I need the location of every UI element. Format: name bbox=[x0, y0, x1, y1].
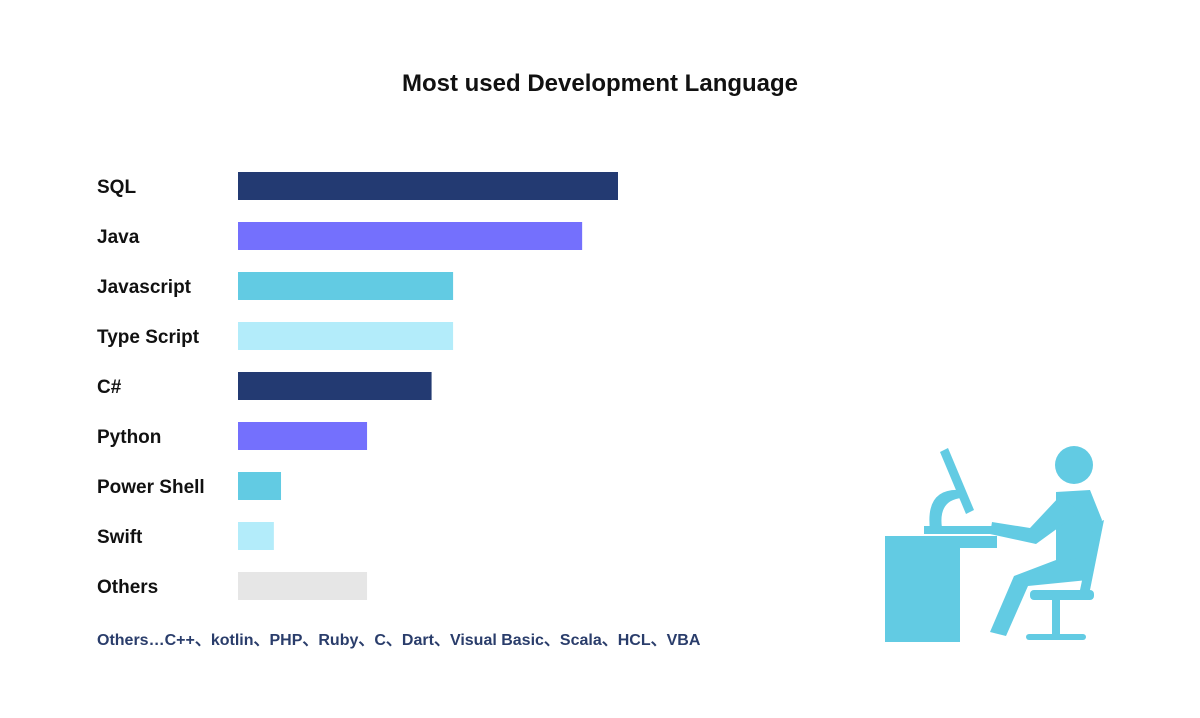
bar-java bbox=[238, 222, 583, 250]
bar-swift bbox=[238, 522, 274, 550]
bar-c bbox=[238, 372, 432, 400]
bar-python bbox=[238, 422, 368, 450]
bar-power-shell bbox=[238, 472, 282, 500]
bar-others bbox=[238, 572, 368, 600]
category-label: Python bbox=[97, 427, 161, 448]
bar-javascript bbox=[238, 272, 454, 300]
category-label: SQL bbox=[97, 177, 136, 198]
bar-type-script bbox=[238, 322, 454, 350]
developer-at-computer-icon bbox=[885, 446, 1104, 642]
category-label: Swift bbox=[97, 527, 143, 548]
category-label: Java bbox=[97, 227, 140, 248]
bar-sql bbox=[238, 172, 618, 200]
category-label: Power Shell bbox=[97, 477, 205, 498]
category-label: Type Script bbox=[97, 327, 200, 348]
category-label: Others bbox=[97, 577, 158, 598]
others-footnote: Others…C++、kotlin、PHP、Ruby、C、Dart、Visual… bbox=[97, 632, 701, 649]
category-label: Javascript bbox=[97, 277, 192, 298]
chart-title: Most used Development Language bbox=[401, 70, 799, 97]
category-label: C# bbox=[97, 377, 122, 398]
